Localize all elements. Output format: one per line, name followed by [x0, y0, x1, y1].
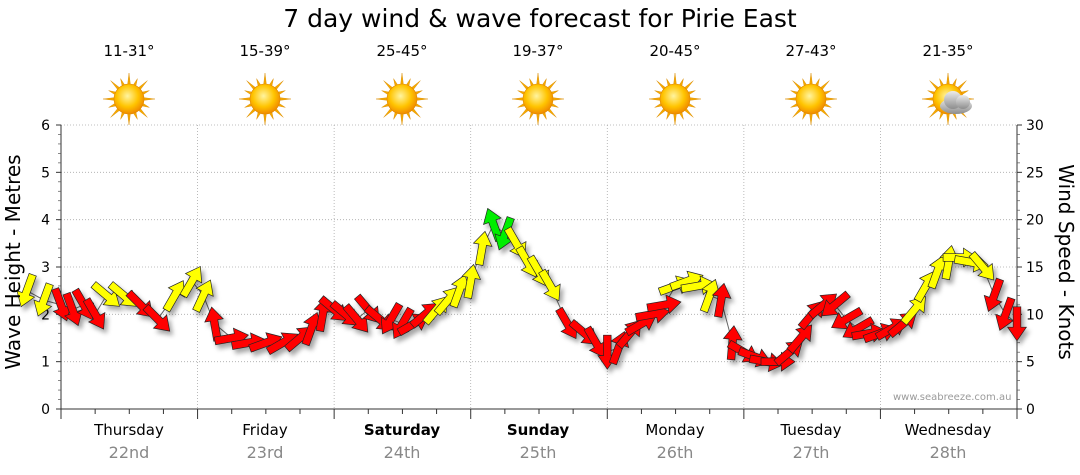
y-tick-label-left: 2: [41, 307, 50, 323]
day-label-tuesday: Tuesday: [780, 421, 842, 439]
sun-icon: [511, 72, 565, 126]
wind-arrow: [538, 268, 561, 302]
y-tick-label-right: 25: [1026, 165, 1044, 181]
sun-icon: [375, 72, 429, 126]
wind-arrow: [82, 297, 106, 330]
y-axis-left-label: Wave Height - Metres: [1, 154, 25, 370]
day-label-monday: Monday: [645, 421, 705, 439]
wind-arrow: [821, 290, 851, 317]
day-label-saturday: Saturday: [363, 421, 441, 439]
sun-disc: [659, 83, 691, 115]
sun-disc: [386, 83, 418, 115]
wind-arrow: [786, 324, 813, 354]
wind-arrow: [472, 230, 493, 266]
wind-arrow: [968, 251, 995, 281]
temp-label-thursday: 11-31°: [103, 42, 155, 60]
y-tick-label-right: 20: [1026, 213, 1044, 229]
y-tick-label-left: 5: [41, 165, 50, 181]
y-tick-label-right: 30: [1026, 118, 1044, 134]
date-label-monday: 26th: [656, 443, 694, 462]
y-tick-label-right: 15: [1026, 260, 1044, 276]
y-axis-right-label: Wind Speed - Knots: [1054, 164, 1078, 360]
date-label-saturday: 24th: [383, 443, 421, 462]
day-label-wednesday: Wednesday: [904, 421, 992, 439]
temp-label-tuesday: 27-43°: [785, 42, 837, 60]
y-tick-label-left: 3: [41, 260, 50, 276]
sun-icon: [648, 72, 702, 126]
date-label-wednesday: 28th: [929, 443, 967, 462]
date-label-friday: 23rd: [246, 443, 284, 462]
y-tick-label-left: 1: [41, 355, 50, 371]
temp-label-friday: 15-39°: [239, 42, 291, 60]
cloud-puff: [956, 95, 970, 109]
temp-label-sunday: 19-37°: [512, 42, 564, 60]
day-label-sunday: Sunday: [506, 421, 570, 439]
sun-icon: [784, 72, 838, 126]
sun-disc: [113, 83, 145, 115]
wind-arrow: [900, 296, 926, 326]
temp-label-saturday: 25-45°: [376, 42, 428, 60]
wind-arrow: [192, 279, 214, 313]
wind-arrow: [16, 272, 37, 308]
wind-arrow: [711, 282, 732, 318]
wind-arrow: [983, 277, 1005, 312]
watermark: www.seabreeze.com.au: [893, 392, 1012, 403]
sun-icon: [102, 72, 156, 126]
sun-cloud-icon: [921, 72, 975, 126]
y-tick-label-left: 0: [41, 402, 50, 418]
wind-arrow: [995, 296, 1016, 331]
wind-arrow: [1007, 306, 1027, 342]
sun-disc: [249, 83, 281, 115]
day-label-friday: Friday: [242, 421, 288, 439]
y-tick-label-right: 5: [1026, 355, 1035, 371]
y-tick-label-right: 0: [1026, 402, 1035, 418]
temp-label-wednesday: 21-35°: [922, 42, 974, 60]
day-label-thursday: Thursday: [94, 421, 164, 439]
wind-arrow: [33, 282, 54, 317]
sun-disc: [522, 83, 554, 115]
sun-icon: [238, 72, 292, 126]
chart-title: 7 day wind & wave forecast for Pirie Eas…: [283, 4, 797, 33]
wind-arrow: [162, 280, 185, 313]
date-label-thursday: 22nd: [108, 443, 150, 462]
temp-label-monday: 20-45°: [649, 42, 701, 60]
y-tick-label-left: 4: [41, 213, 50, 229]
y-tick-label-right: 10: [1026, 307, 1044, 323]
wind-arrow: [646, 294, 682, 315]
plot-axes: 0 1 2 3 4 5 6 0 5 10 15 20 25 30: [41, 118, 1044, 419]
wind-arrow: [461, 263, 482, 299]
date-label-sunday: 25th: [519, 443, 557, 462]
sun-disc: [795, 83, 827, 115]
wind-arrows: [16, 207, 1027, 373]
y-tick-label-left: 6: [41, 118, 50, 134]
date-label-tuesday: 27th: [792, 443, 830, 462]
wind-arrow: [142, 303, 171, 332]
wind-arrow: [179, 265, 203, 299]
